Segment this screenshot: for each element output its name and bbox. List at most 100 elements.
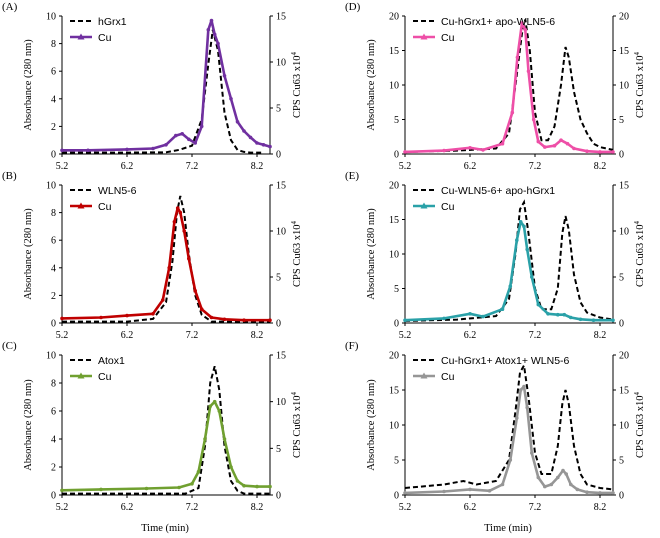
left-y-tick-label: 0	[51, 491, 56, 502]
x-tick-label: 8.2	[594, 330, 607, 341]
cu-point	[520, 21, 524, 25]
cu-point	[546, 312, 550, 316]
right-axis-title: CPS Cu63 x104	[633, 392, 646, 458]
x-tick-label: 7.2	[529, 330, 542, 341]
cu-point	[508, 458, 513, 462]
legend-label: Cu	[441, 32, 455, 44]
legend-marker-cu	[420, 372, 428, 379]
x-tick-label: 6.2	[121, 330, 134, 341]
legend-marker-cu	[420, 33, 428, 40]
left-y-tick-label: 10	[389, 421, 399, 432]
cu-point	[526, 69, 531, 73]
left-y-tick-label: 20	[389, 181, 399, 192]
cu-point	[556, 312, 560, 317]
cu-point	[187, 137, 191, 142]
cu-point	[468, 312, 472, 316]
right-axis-title-sup: 4	[290, 52, 298, 56]
panel-label: (F)	[345, 340, 359, 352]
right-y-tick-label: 5	[619, 456, 624, 467]
legend-label: Cu	[98, 32, 112, 44]
cu-point	[572, 146, 576, 151]
x-tick-label: 5.2	[56, 502, 69, 513]
legend-label: Cu	[441, 371, 455, 383]
left-y-tick-label: 20	[389, 351, 399, 362]
cu-point	[559, 138, 563, 142]
cu-point	[565, 141, 570, 146]
cu-point	[598, 150, 602, 154]
right-y-tick-label: 0	[619, 150, 624, 161]
x-tick-label: 7.2	[186, 161, 199, 172]
x-tick-label: 5.2	[56, 161, 69, 172]
left-axis-title: Absorbance (280 nm)	[23, 379, 34, 471]
cu-point	[151, 146, 155, 151]
cu-point	[261, 143, 266, 147]
x-tick-label: 6.2	[464, 161, 477, 172]
legend-marker-cu	[77, 202, 85, 209]
panel-label: (A)	[2, 1, 18, 13]
right-y-tick-label: 10	[619, 421, 629, 432]
left-y-tick-label: 10	[46, 351, 56, 362]
right-y-tick-label: 5	[619, 273, 624, 284]
left-y-tick-label: 6	[51, 236, 56, 247]
series-line-cu-hgrx1-apo-wln5-6	[404, 19, 614, 153]
legend-label: Cu	[441, 201, 455, 213]
left-axis-title: Absorbance (280 nm)	[366, 379, 377, 471]
x-tick-label: 7.2	[186, 330, 199, 341]
legend-marker-cu	[420, 202, 428, 209]
series-line-cu	[404, 21, 613, 154]
series-line-cu	[61, 206, 270, 322]
cu-point	[481, 148, 485, 152]
cu-point	[403, 150, 407, 154]
cu-point	[182, 229, 186, 233]
left-y-tick-label: 6	[51, 67, 56, 78]
panel-label: (C)	[2, 340, 17, 352]
panel-label: (B)	[2, 170, 17, 182]
cu-point	[552, 143, 557, 148]
cu-point	[543, 484, 547, 489]
cu-point	[468, 146, 472, 150]
cu-point	[536, 139, 541, 144]
left-axis-title: Absorbance (280 nm)	[366, 39, 377, 131]
right-y-tick-label: 0	[276, 150, 281, 161]
cu-point	[611, 318, 615, 323]
cu-point	[175, 206, 180, 210]
right-axis-title-sup: 4	[633, 392, 641, 396]
cu-point	[216, 41, 220, 46]
left-y-tick-label: 8	[51, 39, 56, 50]
legend-label: Cu-WLN5-6+ apo-hGrx1	[441, 185, 555, 197]
cu-point	[543, 145, 547, 149]
right-y-tick-label: 15	[276, 351, 286, 362]
series-line-cu	[404, 385, 613, 495]
right-y-tick-label: 20	[619, 12, 629, 23]
left-y-tick-label: 4	[51, 94, 56, 105]
left-axis-title: Absorbance (280 nm)	[23, 39, 34, 131]
left-y-tick-label: 5	[394, 456, 399, 467]
right-y-tick-label: 0	[619, 491, 624, 502]
cu-point	[255, 484, 259, 489]
cu-point	[99, 315, 103, 320]
left-y-tick-label: 10	[46, 12, 56, 23]
x-tick-label: 5.2	[399, 502, 412, 513]
left-y-tick-label: 5	[394, 284, 399, 295]
cu-point	[229, 97, 233, 101]
right-y-tick-label: 5	[276, 273, 281, 284]
right-axis-title-sup: 4	[290, 221, 298, 225]
left-y-tick-label: 0	[51, 319, 56, 330]
left-y-tick-label: 8	[51, 379, 56, 390]
cu-point	[190, 482, 194, 486]
left-y-tick-label: 10	[46, 181, 56, 192]
cu-point	[125, 147, 129, 152]
cu-point	[99, 487, 103, 492]
x-tick-label: 6.2	[464, 330, 477, 341]
cu-point	[196, 469, 201, 474]
cu-point	[60, 488, 64, 493]
right-y-tick-label: 10	[619, 81, 629, 92]
right-y-tick-label: 0	[619, 319, 624, 330]
series-line-hgrx1	[62, 29, 264, 154]
legend-label: hGrx1	[98, 16, 127, 28]
cu-point	[144, 486, 149, 491]
cu-point	[562, 312, 567, 317]
series-line-cu	[61, 400, 270, 492]
cu-point	[536, 302, 541, 307]
